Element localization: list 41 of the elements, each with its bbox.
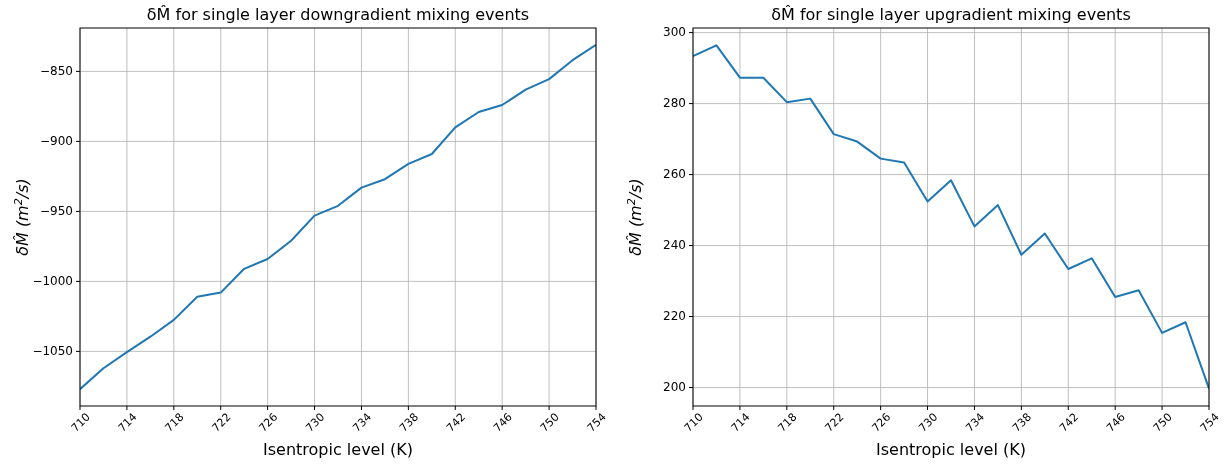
y-tick-label: 200 bbox=[663, 380, 686, 395]
line-series bbox=[80, 43, 596, 391]
x-tick-label: 746 bbox=[1103, 410, 1128, 435]
x-axis-title: Isentropic level (K) bbox=[263, 440, 413, 459]
x-tick-label: 738 bbox=[1010, 410, 1035, 435]
y-tick-label: 260 bbox=[663, 167, 686, 182]
x-tick-label: 714 bbox=[115, 410, 140, 435]
y-tick-label: 300 bbox=[663, 25, 686, 40]
x-tick-label: 714 bbox=[728, 410, 753, 435]
x-tick-label: 722 bbox=[209, 410, 234, 435]
line-series bbox=[693, 44, 1209, 390]
x-tick-label: 726 bbox=[256, 410, 281, 435]
x-tick-label: 738 bbox=[397, 410, 422, 435]
x-tick-label: 750 bbox=[1150, 410, 1175, 435]
x-tick-label: 742 bbox=[1056, 410, 1081, 435]
x-tick-label: 718 bbox=[162, 410, 187, 435]
x-tick-label: 742 bbox=[443, 410, 468, 435]
y-tick-label: 280 bbox=[663, 96, 686, 111]
x-tick-label: 710 bbox=[681, 410, 706, 435]
y-tick-label: 220 bbox=[663, 309, 686, 324]
x-tick-label: 718 bbox=[775, 410, 800, 435]
y-tick-label: −900 bbox=[40, 133, 73, 148]
x-tick-label: 754 bbox=[1197, 410, 1222, 435]
x-tick-label: 730 bbox=[916, 410, 941, 435]
chart-title: δM̂ for single layer downgradient mixing events bbox=[146, 5, 530, 24]
x-tick-label: 754 bbox=[584, 410, 609, 435]
y-tick-label: −1050 bbox=[32, 343, 73, 358]
chart-title: δM̂ for single layer upgradient mixing events bbox=[771, 5, 1131, 24]
x-axis-title: Isentropic level (K) bbox=[876, 440, 1026, 459]
x-tick-label: 734 bbox=[963, 410, 988, 435]
y-tick-label: −950 bbox=[40, 203, 73, 218]
y-tick-label: 240 bbox=[663, 238, 686, 253]
y-tick-label: −1000 bbox=[32, 273, 73, 288]
x-tick-label: 746 bbox=[490, 410, 515, 435]
x-tick-label: 750 bbox=[537, 410, 562, 435]
x-tick-label: 722 bbox=[822, 410, 847, 435]
x-tick-label: 710 bbox=[68, 410, 93, 435]
y-tick-label: −850 bbox=[40, 63, 73, 78]
x-tick-label: 730 bbox=[303, 410, 328, 435]
x-tick-label: 726 bbox=[869, 410, 894, 435]
x-tick-label: 734 bbox=[350, 410, 375, 435]
